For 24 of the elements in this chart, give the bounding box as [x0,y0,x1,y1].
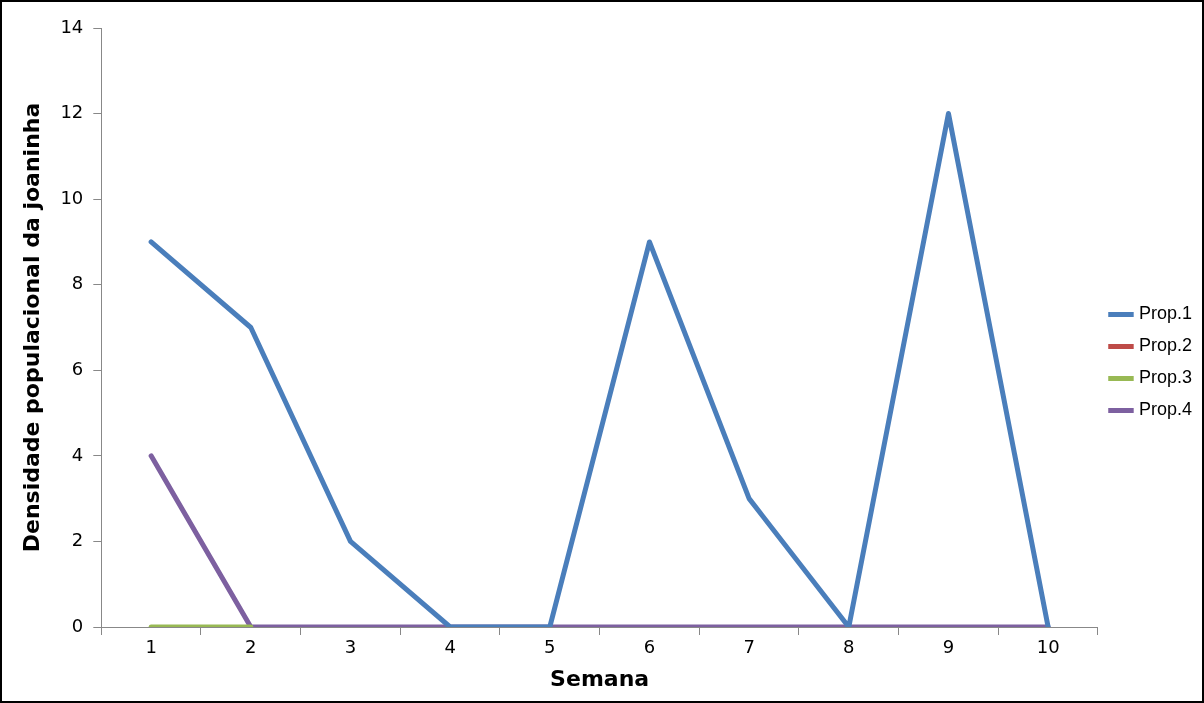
y-tick-label: 2 [71,529,84,551]
legend-label: Prop.4 [1138,399,1193,420]
x-tick-label: 5 [544,636,556,658]
y-tick-label: 10 [60,186,84,208]
x-tick-label: 3 [344,636,357,658]
y-tick-label: 12 [60,101,84,123]
y-tick-label: 8 [71,272,84,294]
legend-label: Prop.2 [1138,335,1193,356]
x-tick-label: 1 [145,636,157,658]
y-tick-label: 0 [71,614,84,636]
x-tick-label: 8 [843,636,855,658]
x-tick-label: 7 [743,636,755,658]
y-tick-label: 6 [71,357,84,379]
legend-label: Prop.1 [1138,303,1193,324]
y-axis-title: Densidade populacional da joaninha [18,102,44,553]
x-tick-label: 6 [643,636,656,658]
legend-label: Prop.3 [1138,367,1193,388]
x-tick-label: 10 [1036,636,1060,658]
y-tick-label: 14 [60,15,84,37]
y-tick-label: 4 [71,443,84,465]
x-tick-label: 4 [444,636,456,658]
x-tick-label: 9 [942,636,955,658]
x-tick-label: 2 [245,636,257,658]
x-axis-title: Semana [550,665,650,691]
